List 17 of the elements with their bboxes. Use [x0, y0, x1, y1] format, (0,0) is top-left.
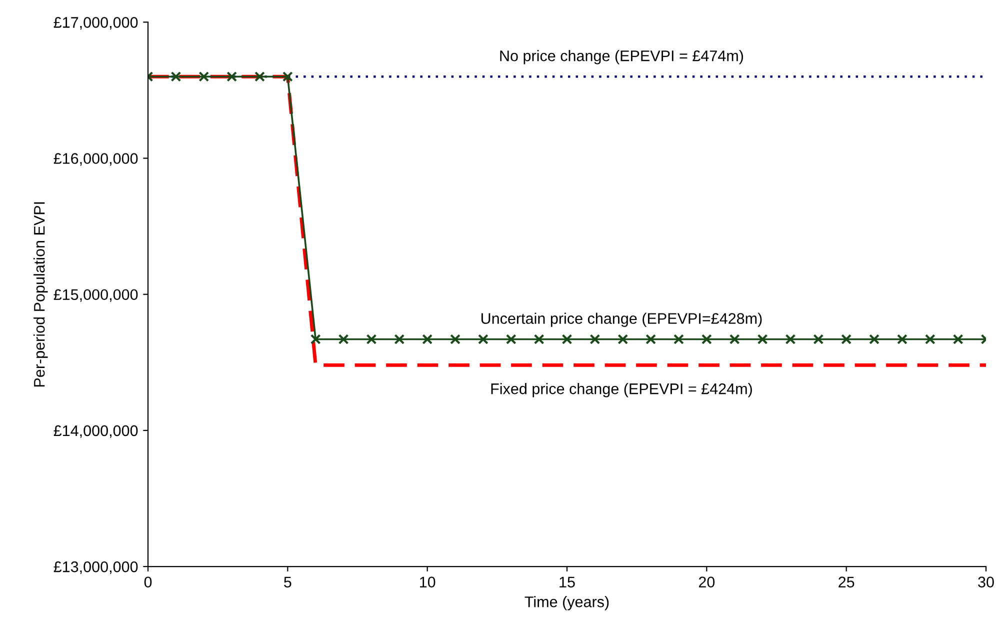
y-tick-label: £14,000,000: [54, 425, 138, 438]
x-tick-label: 30: [978, 576, 994, 588]
y-tick-label: £17,000,000: [54, 17, 138, 30]
x-tick-label: 5: [284, 576, 292, 588]
annotation: Uncertain price change (EPEVPI=£428m): [481, 312, 762, 327]
y-axis-title: Per-period Population EVPI: [34, 202, 48, 387]
x-tick-label: 15: [560, 576, 575, 588]
x-tick-label: 20: [698, 576, 715, 588]
x-tick-label: 0: [144, 576, 152, 588]
y-tick-label: £15,000,000: [54, 289, 138, 302]
y-tick-label: £16,000,000: [54, 153, 138, 166]
y-tick-label: £13,000,000: [54, 561, 138, 574]
x-tick-label: 25: [838, 576, 854, 588]
annotation: No price change (EPEVPI = £474m): [500, 50, 744, 64]
annotation: Fixed price change (EPEVPI = £424m): [491, 382, 752, 398]
x-axis-title: Time (years): [524, 596, 609, 610]
x-tick-label: 10: [420, 576, 436, 588]
